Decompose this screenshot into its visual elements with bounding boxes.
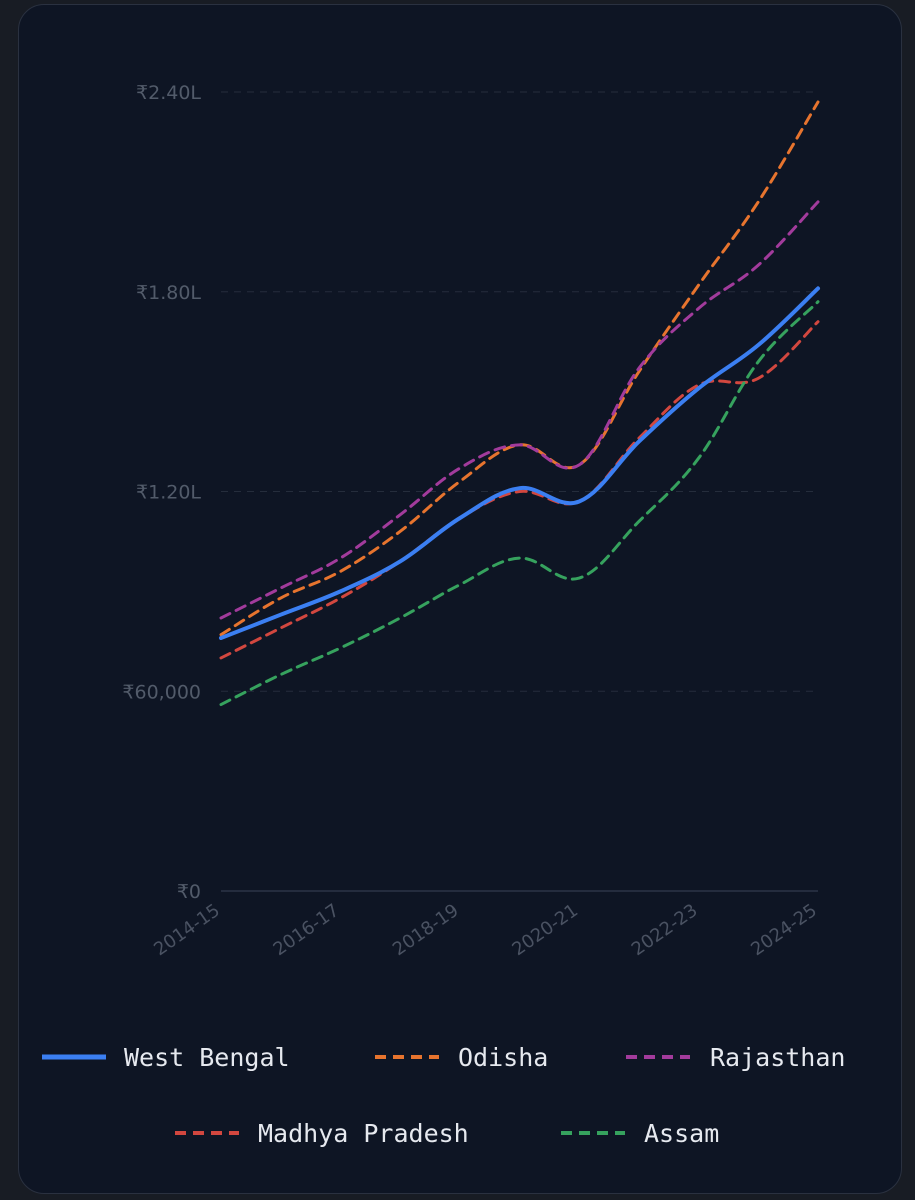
legend-item-madhya-pradesh[interactable]: Madhya Pradesh	[175, 1119, 469, 1148]
x-tick-label: 2020-21	[508, 900, 582, 960]
legend-label: Assam	[644, 1119, 719, 1148]
x-axis-ticks: 2014-15 2016-17 2018-19 2020-21 2022-23 2024-…	[150, 900, 821, 960]
x-tick-label: 2024-25	[747, 900, 821, 960]
legend-label: Madhya Pradesh	[258, 1119, 469, 1148]
series-line-rajasthan	[219, 200, 820, 620]
legend[interactable]: West Bengal Odisha Rajasthan Madhya Pradesh…	[42, 1043, 845, 1148]
chart-card	[18, 4, 902, 1194]
x-tick-label: 2022-23	[628, 900, 702, 960]
x-tick-label: 2014-15	[150, 900, 224, 960]
series-line-madhya-pradesh	[219, 320, 820, 660]
x-tick-label: 2018-19	[389, 900, 463, 960]
series-line-odisha	[219, 100, 820, 637]
series-line-assam	[219, 300, 820, 707]
series-lines	[219, 100, 820, 707]
legend-item-rajasthan[interactable]: Rajasthan	[626, 1043, 845, 1072]
legend-label: Rajasthan	[710, 1043, 845, 1072]
legend-label: West Bengal	[124, 1043, 290, 1072]
y-tick-label: ₹60,000	[122, 681, 201, 703]
legend-item-odisha[interactable]: Odisha	[375, 1043, 548, 1072]
y-tick-label: ₹2.40L	[136, 82, 201, 104]
y-tick-label: ₹1.20L	[136, 482, 201, 504]
y-tick-label: ₹0	[177, 881, 201, 903]
series-line-west-bengal	[219, 286, 820, 640]
legend-item-west-bengal[interactable]: West Bengal	[42, 1043, 290, 1072]
legend-item-assam[interactable]: Assam	[561, 1119, 719, 1148]
x-tick-label: 2016-17	[270, 900, 344, 960]
y-tick-label: ₹1.80L	[136, 282, 201, 304]
legend-label: Odisha	[458, 1043, 548, 1072]
y-axis-ticks: ₹0 ₹60,000 ₹1.20L ₹1.80L ₹2.40L	[122, 82, 201, 903]
